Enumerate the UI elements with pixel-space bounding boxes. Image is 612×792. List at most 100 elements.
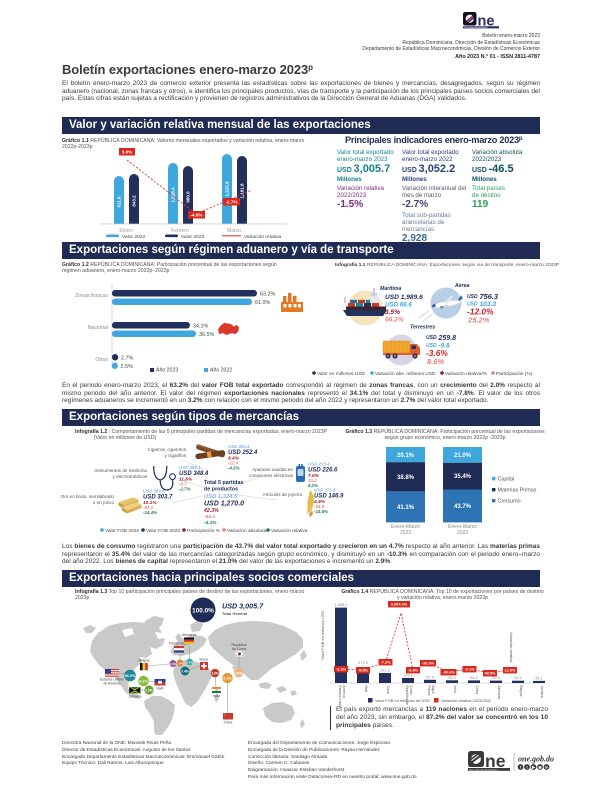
- svg-text:USD 252.4: USD 252.4: [228, 450, 258, 456]
- svg-text:50.5: 50.5: [492, 676, 499, 680]
- svg-text:1,181.8: 1,181.8: [240, 183, 245, 199]
- svg-text:100.0%: 100.0%: [192, 608, 214, 615]
- svg-text:21.0%: 21.0%: [454, 453, 472, 459]
- svg-text:4.9%: 4.9%: [313, 499, 326, 505]
- svg-text:USD 354.8: USD 354.8: [143, 489, 165, 494]
- svg-text:Artículos de joyería: Artículos de joyería: [263, 492, 303, 497]
- svg-text:USD 1,324.5: USD 1,324.5: [204, 494, 238, 500]
- svg-text:46.1: 46.1: [535, 676, 542, 680]
- svg-text:República de: República de: [405, 686, 409, 705]
- svg-text:-3.6%: -3.6%: [426, 348, 448, 358]
- svg-text:1,215.9: 1,215.9: [225, 181, 230, 197]
- svg-text:811.8: 811.8: [117, 196, 122, 208]
- svg-text:-14.5%: -14.5%: [314, 509, 328, 514]
- svg-text:Enero-Marzo: Enero-Marzo: [391, 524, 420, 530]
- svg-text:USD: USD: [467, 302, 478, 308]
- svg-text:USD: USD: [426, 343, 437, 349]
- svg-text:USD 3,005.7: USD 3,005.7: [222, 602, 264, 611]
- svg-text:6.2%: 6.2%: [308, 483, 318, 488]
- svg-text:Valor FOB en millones USD: Valor FOB en millones USD: [320, 611, 325, 660]
- svg-text:USD 264.4: USD 264.4: [228, 444, 250, 449]
- svg-text:1,688.2: 1,688.2: [335, 603, 348, 607]
- svg-text:7.5%: 7.5%: [308, 473, 320, 479]
- svg-text:9.1%: 9.1%: [139, 680, 148, 684]
- svg-text:◉: ◉: [538, 765, 542, 770]
- svg-text:11.6%: 11.6%: [179, 476, 193, 482]
- svg-text:34.1%: 34.1%: [193, 324, 208, 330]
- svg-text:1.5%: 1.5%: [145, 689, 153, 693]
- svg-text:Suiza: Suiza: [386, 686, 390, 694]
- svg-text:-6.8%: -6.8%: [408, 668, 419, 673]
- svg-text:USD 66.6: USD 66.6: [385, 302, 412, 309]
- svg-text:f: f: [520, 765, 522, 770]
- svg-text:20.1%: 20.1%: [397, 453, 415, 459]
- svg-text:Valor FOB 2023: Valor FOB 2023: [146, 528, 180, 534]
- svg-text:USD 213.4: USD 213.4: [308, 462, 330, 467]
- svg-text:3,054.2%: 3,054.2%: [391, 602, 408, 607]
- svg-text:2.5%: 2.5%: [121, 364, 133, 370]
- svg-text:13.2: 13.2: [308, 478, 317, 483]
- svg-text:56.2%: 56.2%: [125, 674, 136, 678]
- svg-text:-7.2%: -7.2%: [380, 660, 391, 665]
- svg-text:Corea: Corea: [409, 686, 413, 695]
- svg-text:35.4%: 35.4%: [454, 474, 472, 480]
- svg-text:Variación abs. millones USD: Variación abs. millones USD: [375, 371, 436, 377]
- svg-text:Valor en millones USD: Valor en millones USD: [317, 371, 365, 377]
- svg-text:-30.0%: -30.0%: [422, 661, 435, 666]
- svg-text:-12.0%: -12.0%: [467, 307, 494, 317]
- svg-text:36.5%: 36.5%: [199, 332, 214, 338]
- svg-text:-4.5%: -4.5%: [228, 465, 240, 470]
- svg-text:Terrestres: Terrestres: [410, 325, 435, 331]
- svg-text:Valor 2023: Valor 2023: [181, 234, 205, 240]
- svg-text:1.6%: 1.6%: [177, 661, 184, 665]
- svg-text:Alemania: Alemania: [497, 686, 501, 700]
- svg-text:USD 1,270.0: USD 1,270.0: [204, 501, 244, 508]
- svg-text:Bajos: Bajos: [431, 686, 435, 695]
- svg-text:-24.9: -24.9: [314, 504, 325, 509]
- svg-text:-54.4: -54.4: [204, 514, 215, 520]
- svg-text:Suiza: Suiza: [199, 658, 208, 662]
- svg-text:-9.7: -9.7: [179, 481, 187, 486]
- svg-text:ne: ne: [485, 751, 506, 771]
- svg-text:980.6: 980.6: [186, 191, 191, 203]
- svg-text:Total General: Total General: [222, 611, 247, 616]
- svg-text:Países Bajos: Países Bajos: [169, 642, 189, 646]
- svg-text:67.9: 67.9: [426, 675, 433, 679]
- svg-text:Valor 2022: Valor 2022: [122, 234, 146, 240]
- svg-text:Consumo: Consumo: [498, 498, 521, 504]
- svg-text:o en polvo: o en polvo: [93, 500, 115, 505]
- svg-text:259.8: 259.8: [438, 335, 457, 342]
- svg-text:66.2%: 66.2%: [385, 317, 404, 324]
- svg-text:3.5%: 3.5%: [235, 672, 243, 676]
- svg-text:-5.8%: -5.8%: [358, 668, 369, 673]
- svg-text:Año 2023: Año 2023: [156, 368, 178, 374]
- svg-text:de América: de América: [104, 682, 121, 686]
- svg-text:t: t: [526, 765, 528, 770]
- svg-text:de Corea: de Corea: [232, 647, 246, 651]
- svg-text:▶: ▶: [531, 765, 536, 770]
- svg-text:de productos: de productos: [204, 487, 238, 493]
- svg-text:63.2%: 63.2%: [260, 292, 275, 298]
- svg-text:y electromédicos: y electromédicos: [113, 474, 148, 479]
- svg-text:USD: USD: [426, 335, 437, 341]
- svg-text:61.0%: 61.0%: [255, 300, 270, 306]
- svg-text:2.7%: 2.7%: [121, 356, 133, 362]
- svg-text:-9.8: -9.8: [439, 343, 450, 350]
- svg-text:2.6%: 2.6%: [211, 672, 219, 676]
- svg-text:Zonas francas: Zonas francas: [75, 293, 108, 299]
- svg-text:Valor FOB 2022: Valor FOB 2022: [105, 528, 139, 534]
- svg-text:Aérea: Aérea: [454, 283, 470, 289]
- svg-text:8.4%: 8.4%: [228, 455, 240, 461]
- svg-text:-51.1: -51.1: [143, 505, 154, 510]
- svg-text:Marzo: Marzo: [227, 228, 241, 234]
- svg-text:-2.7%: -2.7%: [225, 200, 237, 205]
- svg-text:-4.6%: -4.6%: [190, 213, 202, 218]
- svg-text:República: República: [231, 643, 246, 647]
- svg-text:ne: ne: [478, 14, 495, 29]
- svg-text:Enero: Enero: [119, 228, 133, 234]
- svg-text:USD 146.9: USD 146.9: [314, 494, 344, 500]
- svg-text:USD 171.8: USD 171.8: [314, 488, 336, 493]
- svg-text:Participación %: Participación %: [187, 528, 221, 534]
- svg-text:25.2%: 25.2%: [467, 316, 490, 325]
- svg-text:105.6: 105.6: [403, 674, 413, 678]
